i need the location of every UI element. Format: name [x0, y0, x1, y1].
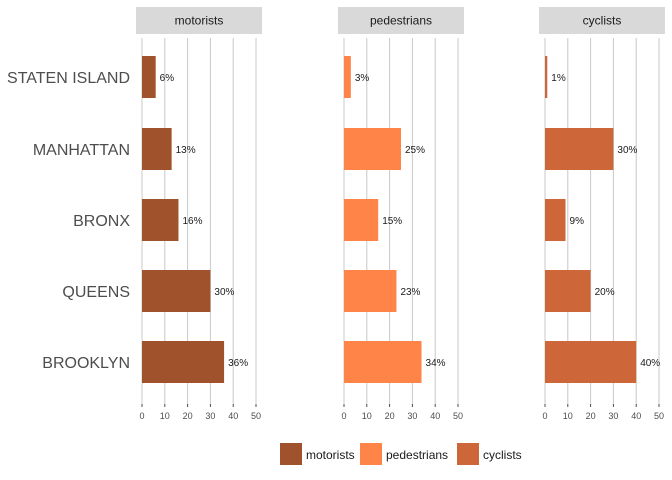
- data-label: 1%: [551, 73, 566, 84]
- bar: [344, 341, 422, 383]
- data-label: 30%: [617, 145, 637, 156]
- tick-label: 50: [654, 411, 664, 421]
- bar: [344, 270, 397, 312]
- bar: [142, 199, 179, 241]
- legend-swatch: [457, 443, 479, 465]
- tick-label: 40: [631, 411, 641, 421]
- tick-label: 20: [183, 411, 193, 421]
- facet-strip: [136, 7, 262, 34]
- facet-panel-motorists: motorists 6% 13% 16% 30% 36% 0 10 20 30 40 50: [136, 7, 262, 421]
- legend-swatch: [280, 443, 302, 465]
- bar: [545, 56, 548, 98]
- tick-label: 10: [160, 411, 170, 421]
- facet-panel-pedestrians: pedestrians 3% 25% 15% 23% 34% 0 10 20 30 40 50: [338, 7, 464, 421]
- bar: [545, 128, 614, 170]
- bar: [142, 341, 225, 383]
- legend-label: cyclists: [483, 448, 522, 462]
- legend-swatch: [360, 443, 382, 465]
- category-label: BROOKLYN: [42, 355, 130, 372]
- legend-label: motorists: [306, 448, 355, 462]
- tick-label: 50: [251, 411, 261, 421]
- tick-label: 0: [341, 411, 346, 421]
- data-label: 23%: [400, 287, 420, 298]
- data-label: 34%: [426, 358, 446, 369]
- tick-label: 20: [385, 411, 395, 421]
- tick-label: 30: [608, 411, 618, 421]
- bar: [344, 199, 379, 241]
- data-label: 6%: [160, 73, 175, 84]
- legend-label: pedestrians: [386, 448, 448, 462]
- tick-label: 0: [139, 411, 144, 421]
- tick-label: 10: [563, 411, 573, 421]
- bar: [344, 128, 401, 170]
- data-label: 15%: [382, 216, 402, 227]
- facet-panel-cyclists: cyclists 1% 30% 9% 20% 40% 0 10 20 30 40 50: [539, 7, 665, 421]
- tick-label: 10: [362, 411, 372, 421]
- tick-label: 30: [407, 411, 417, 421]
- bar: [545, 199, 566, 241]
- bar: [344, 56, 351, 98]
- data-label: 16%: [182, 216, 202, 227]
- data-label: 30%: [214, 287, 234, 298]
- facet-strip-label: cyclists: [583, 14, 622, 28]
- data-label: 25%: [405, 145, 425, 156]
- bar: [142, 56, 156, 98]
- tick-label: 30: [205, 411, 215, 421]
- tick-label: 0: [542, 411, 547, 421]
- category-label: STATEN ISLAND: [7, 70, 130, 87]
- data-label: 13%: [176, 145, 196, 156]
- bar: [545, 270, 591, 312]
- tick-label: 50: [453, 411, 463, 421]
- facet-strip: [338, 7, 464, 34]
- category-label: BRONX: [73, 213, 130, 230]
- data-label: 40%: [640, 358, 660, 369]
- data-label: 9%: [570, 216, 585, 227]
- data-label: 36%: [228, 358, 248, 369]
- bar: [142, 270, 211, 312]
- category-label: MANHATTAN: [33, 142, 130, 159]
- data-label: 20%: [595, 287, 615, 298]
- tick-label: 40: [228, 411, 238, 421]
- category-label: QUEENS: [62, 284, 130, 301]
- bar: [545, 341, 637, 383]
- tick-label: 20: [586, 411, 596, 421]
- tick-label: 40: [430, 411, 440, 421]
- facet-strip-label: pedestrians: [370, 14, 432, 28]
- facet-strip: [539, 7, 665, 34]
- legend: motorists pedestrians cyclists: [280, 443, 522, 465]
- bar: [142, 128, 172, 170]
- data-label: 3%: [355, 73, 370, 84]
- facet-strip-label: motorists: [175, 14, 224, 28]
